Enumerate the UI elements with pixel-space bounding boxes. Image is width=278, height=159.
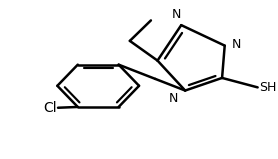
Text: SH: SH bbox=[259, 81, 276, 94]
Text: N: N bbox=[231, 38, 241, 51]
Text: N: N bbox=[169, 92, 178, 105]
Text: N: N bbox=[171, 8, 181, 21]
Text: Cl: Cl bbox=[43, 101, 57, 115]
